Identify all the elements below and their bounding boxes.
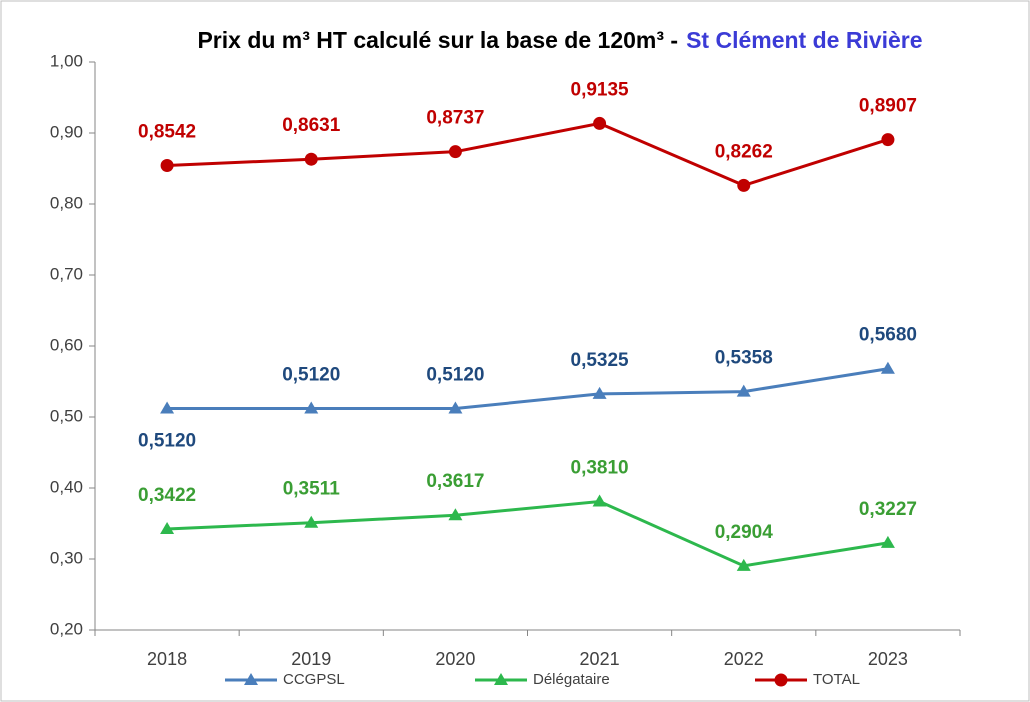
y-tick-label: 0,90 xyxy=(50,122,83,141)
x-tick-label: 2018 xyxy=(147,649,187,669)
point xyxy=(881,133,895,147)
x-tick-label: 2021 xyxy=(580,649,620,669)
data-label: 0,5120 xyxy=(426,364,484,385)
point xyxy=(736,384,751,397)
x-tick-label: 2023 xyxy=(868,649,908,669)
data-label: 0,8262 xyxy=(715,141,773,162)
y-tick-label: 0,40 xyxy=(50,477,83,496)
point xyxy=(448,401,463,414)
point xyxy=(448,145,462,159)
point xyxy=(592,494,607,507)
data-label: 0,5325 xyxy=(571,350,630,371)
x-tick-label: 2019 xyxy=(291,649,331,669)
y-tick-label: 0,50 xyxy=(50,406,83,425)
chart-title-group: Prix du m³ HT calculé sur la base de 120… xyxy=(197,27,922,53)
point xyxy=(160,159,174,173)
chart-title: Prix du m³ HT calculé sur la base de 120… xyxy=(197,27,678,53)
y-tick-label: 0,80 xyxy=(50,193,83,212)
x-tick-label: 2022 xyxy=(724,649,764,669)
point xyxy=(304,515,319,528)
y-tick-label: 1,00 xyxy=(50,51,83,70)
y-tick-label: 0,30 xyxy=(50,548,83,567)
point xyxy=(160,522,175,535)
data-label: 0,3227 xyxy=(859,499,917,520)
series-line xyxy=(167,367,889,410)
point xyxy=(304,401,319,414)
data-label: 0,5680 xyxy=(859,325,917,346)
point xyxy=(593,116,607,130)
data-label: 0,8631 xyxy=(282,115,341,136)
chart-title-highlight: St Clément de Rivière xyxy=(686,27,922,53)
point xyxy=(880,535,895,548)
legend-label: CCGPSL xyxy=(283,671,345,688)
data-label: 0,5120 xyxy=(282,364,340,385)
x-tick-label: 2020 xyxy=(435,649,475,669)
point xyxy=(736,558,751,571)
legend-label: Délégataire xyxy=(533,671,610,688)
data-label: 0,5358 xyxy=(715,348,773,369)
y-tick-label: 0,20 xyxy=(50,619,83,638)
data-label: 0,5120 xyxy=(138,430,196,451)
data-label: 0,9135 xyxy=(571,79,630,100)
point xyxy=(592,386,607,399)
data-label: 0,2904 xyxy=(715,522,774,543)
legend-label: TOTAL xyxy=(813,671,860,688)
data-label: 0,8542 xyxy=(138,122,196,143)
point xyxy=(737,178,751,192)
y-tick-label: 0,70 xyxy=(50,264,83,283)
data-label: 0,8907 xyxy=(859,96,917,117)
y-tick-label: 0,60 xyxy=(50,335,83,354)
point xyxy=(304,152,318,166)
data-label: 0,3511 xyxy=(283,479,340,500)
point xyxy=(448,508,463,521)
point xyxy=(494,673,508,685)
data-label: 0,3617 xyxy=(426,471,484,492)
series-line xyxy=(167,121,889,187)
series-line xyxy=(167,499,889,568)
point xyxy=(774,673,788,687)
data-label: 0,3810 xyxy=(571,458,629,479)
point xyxy=(160,401,175,414)
point xyxy=(880,361,895,374)
data-label: 0,3422 xyxy=(138,485,196,506)
point xyxy=(244,673,258,685)
data-label: 0,8737 xyxy=(426,108,484,129)
